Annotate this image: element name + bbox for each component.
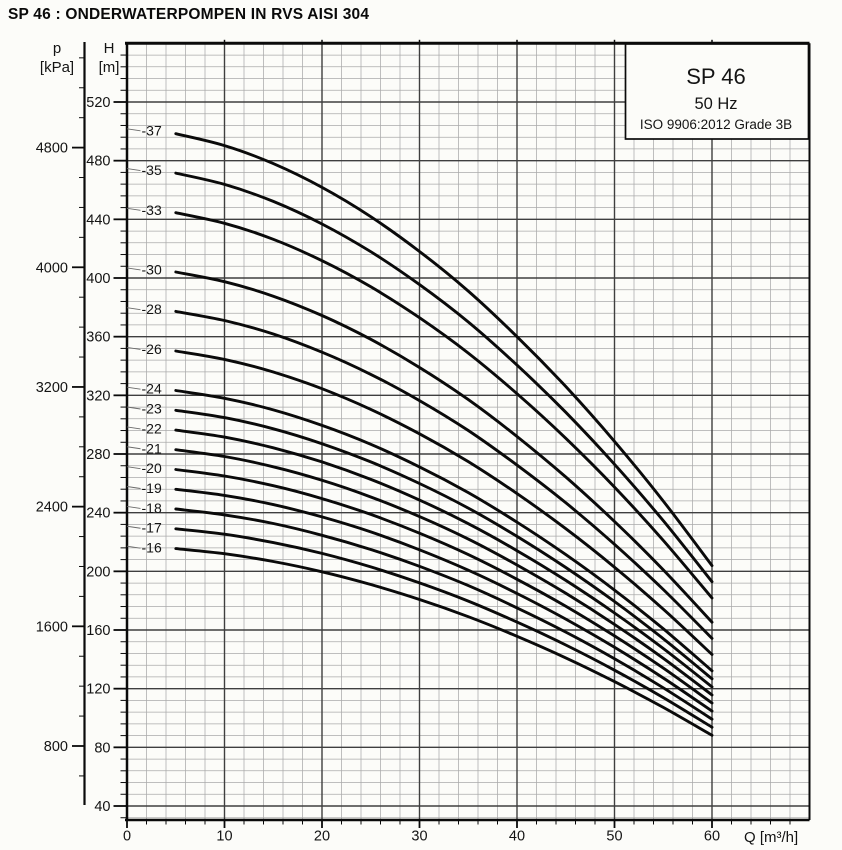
pressure-tick-label: 2400: [36, 500, 68, 516]
pressure-tick-label: 4000: [36, 260, 68, 276]
pump-curve-37: [174, 132, 714, 568]
pressure-tick-label: 800: [44, 739, 68, 755]
curve-label-leader: [126, 347, 141, 350]
curve-label-leader: [126, 506, 141, 509]
head-tick-label: 520: [86, 95, 110, 111]
flow-tick-label: 20: [314, 829, 330, 845]
curve-label-23: -23: [142, 401, 162, 417]
curve-label-leader: [126, 545, 141, 549]
flow-axis-label: Q [m³/h]: [744, 829, 798, 846]
curve-label-22: -22: [142, 420, 162, 436]
pressure-tick-label: 3200: [36, 380, 68, 396]
pump-curve-21: [174, 448, 714, 697]
curve-label-leader: [126, 168, 141, 171]
pump-curve-16: [174, 547, 714, 737]
curve-label-18: -18: [142, 500, 162, 516]
curve-label-leader: [126, 267, 141, 271]
axis-ticks: [113, 54, 791, 828]
head-tick-label: 200: [86, 564, 110, 580]
flow-tick-label: 0: [123, 829, 131, 845]
flow-tick-label: 40: [509, 829, 525, 845]
head-tick-label: 400: [86, 271, 110, 287]
curve-label-20: -20: [142, 460, 162, 476]
pump-curve-26: [174, 349, 714, 656]
flow-tick-label: 50: [606, 829, 622, 845]
pressure-tick-label: 4800: [36, 141, 68, 157]
flow-tick-label: 60: [704, 829, 720, 845]
grid-major-lines: [127, 43, 810, 820]
pump-curves: [174, 132, 714, 737]
curve-label-24: -24: [142, 381, 162, 397]
curve-label-leader: [126, 525, 141, 529]
curve-label-leader: [126, 486, 141, 489]
curve-label-leader: [126, 466, 141, 470]
head-tick-label: 120: [86, 682, 110, 698]
pressure-axis-unit: [kPa]: [40, 59, 74, 76]
flow-tick-label: 10: [216, 829, 232, 845]
pressure-axis: [72, 42, 86, 805]
curve-label-leader: [126, 446, 141, 450]
curve-label-leader: [126, 406, 141, 410]
head-tick-label: 440: [86, 212, 110, 228]
curve-label-19: -19: [142, 480, 162, 496]
curve-label-33: -33: [142, 202, 162, 218]
pump-curve-30: [174, 270, 714, 624]
head-tick-label: 480: [86, 154, 110, 170]
head-tick-label: 280: [86, 447, 110, 463]
legend-model-name: SP 46: [686, 64, 746, 89]
head-tick-label: 80: [94, 740, 110, 756]
curve-label-leader: [126, 207, 141, 211]
legend-frame: [624, 43, 810, 140]
page-title: SP 46 : ONDERWATERPOMPEN IN RVS AISI 304: [8, 6, 370, 23]
curve-label-21: -21: [142, 440, 162, 456]
curve-label-leader: [126, 128, 141, 132]
pump-curve-labels: -37 -35 -33 -30 -28 -26 -24 -23 -22 -21 -20 -19 -18 -…: [126, 122, 162, 556]
curve-label-35: -35: [142, 162, 162, 178]
pump-curve-35: [174, 171, 714, 584]
curve-label-leader: [126, 426, 141, 430]
curve-label-37: -37: [142, 122, 162, 138]
pump-curve-23: [174, 408, 714, 681]
pump-curve-24: [174, 389, 714, 673]
head-tick-label: 160: [86, 623, 110, 639]
pump-curve-20: [174, 468, 714, 705]
curve-label-26: -26: [142, 341, 162, 357]
curve-label-17: -17: [142, 520, 162, 536]
curve-label-28: -28: [142, 301, 162, 317]
legend-standard: ISO 9906:2012 Grade 3B: [640, 117, 792, 132]
legend-frequency: 50 Hz: [694, 95, 737, 113]
pump-curve-33: [174, 211, 714, 600]
flow-tick-label: 30: [411, 829, 427, 845]
head-tick-label: 320: [86, 388, 110, 404]
axis-tick-labels: 8001600240032004000480040801201602002402…: [36, 95, 720, 845]
curve-label-30: -30: [142, 261, 162, 277]
curve-label-16: -16: [142, 540, 162, 556]
curve-label-leader: [126, 307, 141, 311]
pressure-axis-symbol: p: [53, 40, 61, 57]
head-tick-label: 40: [94, 799, 110, 815]
head-tick-label: 360: [86, 330, 110, 346]
pump-curve-19: [174, 487, 714, 713]
pressure-tick-label: 1600: [36, 619, 68, 635]
head-axis-symbol: H: [104, 40, 115, 57]
grid-minor-lines: [127, 43, 810, 820]
head-axis-unit: [m]: [99, 59, 120, 76]
legend-box: SP 46 50 Hz ISO 9906:2012 Grade 3B: [624, 43, 810, 140]
pump-curve-22: [174, 428, 714, 689]
pump-curve-28: [174, 309, 714, 640]
pump-curve-18: [174, 507, 714, 721]
curve-label-leader: [126, 386, 141, 390]
pump-curve-17: [174, 527, 714, 729]
head-tick-label: 240: [86, 506, 110, 522]
